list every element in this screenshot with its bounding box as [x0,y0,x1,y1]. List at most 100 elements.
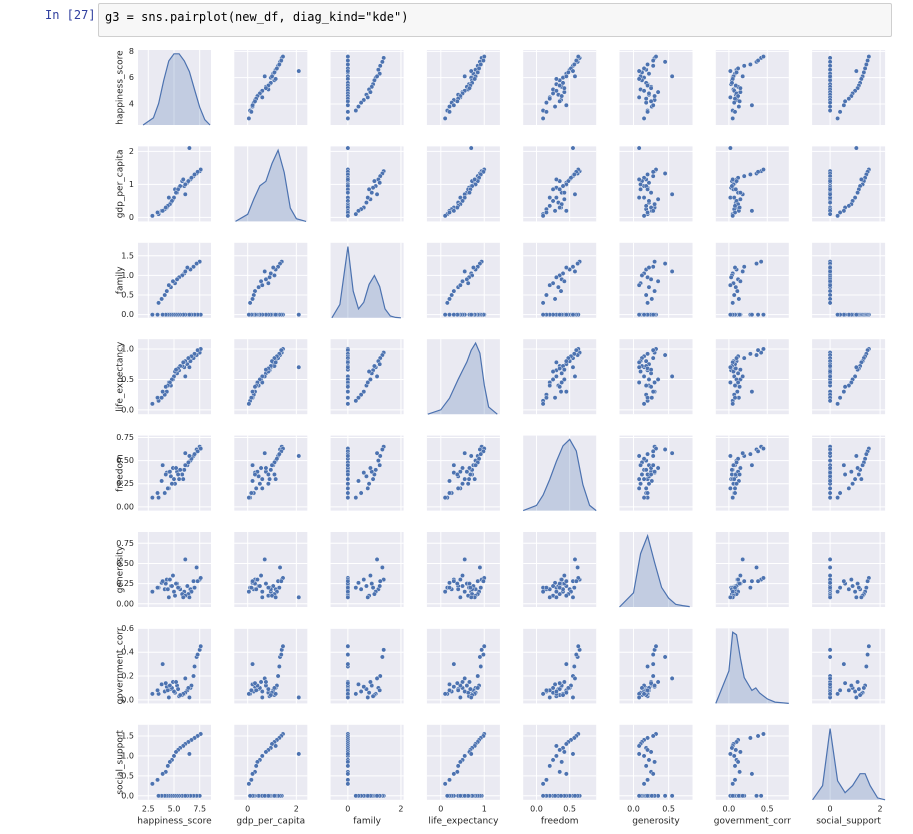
scatter-point [754,565,759,570]
y-tick-label: 0.0 [121,405,134,414]
scatter-point [553,359,559,365]
scatter-point [262,557,268,562]
scatter-point [369,190,375,196]
scatter-point [155,777,160,783]
code-text[interactable]: g3 = sns.pairplot(new_df, diag_kind="kde… [105,10,409,24]
scatter-point [278,347,284,353]
scatter-point [263,465,269,471]
scatter-point [848,469,854,475]
scatter-point [755,58,761,63]
scatter-point [728,485,733,491]
scatter-point [641,213,647,219]
scatter-point [646,481,652,487]
scatter-point [365,695,371,700]
scatter-point [467,686,473,692]
scatter-point [457,759,463,765]
scatter-point [270,265,276,270]
scatter-point [265,481,271,487]
scatter-point [731,476,737,482]
panel-background [426,724,500,800]
scatter-point [259,476,265,482]
scatter-point [184,583,190,589]
scatter-point [641,195,647,201]
x-axis-label: freedom [541,816,579,826]
scatter-point [561,573,567,578]
scatter-point [468,68,474,74]
scatter-point [749,312,755,318]
scatter-point [275,673,281,679]
scatter-point [544,100,549,106]
y-tick-label: 0.25 [116,579,134,588]
scatter-point [553,195,559,201]
y-axis-label: freedom [116,454,126,492]
scatter-point [842,384,848,390]
scatter-point [365,380,371,385]
scatter-point [195,448,201,454]
scatter-point [366,481,372,487]
scatter-point [377,361,383,367]
scatter-point [648,85,654,91]
scatter-point [735,66,741,71]
scatter-point [761,731,766,737]
scatter-point [641,116,647,121]
scatter-point [736,296,742,302]
scatter-point [356,580,361,586]
scatter-point [863,62,869,67]
panel-background [523,339,597,415]
scatter-point [361,577,367,582]
x-tick-label: 0.0 [530,804,543,813]
scatter-point [728,364,733,370]
scatter-point [149,213,155,219]
scatter-point [296,594,302,600]
scatter-point [649,793,655,799]
scatter-point [447,109,452,115]
scatter-point [462,476,468,482]
scatter-point [451,684,457,690]
scatter-point [175,686,181,692]
code-cell[interactable]: g3 = sns.pairplot(new_df, diag_kind="kde… [98,3,892,37]
scatter-point [547,763,553,769]
scatter-point [540,300,546,306]
scatter-point [364,583,369,589]
scatter-point [269,462,275,468]
scatter-point [163,680,169,686]
scatter-point [563,73,569,79]
scatter-point [827,465,833,471]
scatter-point [553,177,559,182]
scatter-point [466,476,472,482]
scatter-point [572,191,578,197]
scatter-point [755,169,761,175]
scatter-point [550,369,556,374]
panel-background [234,435,308,511]
scatter-point [827,654,833,660]
scatter-point [645,395,650,401]
scatter-point [730,781,736,787]
scatter-point [636,68,642,74]
scatter-point [247,300,253,306]
scatter-point [250,296,255,302]
scatter-point [173,190,179,196]
scatter-point [735,759,741,765]
scatter-point [381,647,387,653]
scatter-point [557,384,563,390]
scatter-point [250,578,255,584]
panel-background [812,242,886,318]
scatter-point [645,664,650,669]
scatter-point [273,359,279,365]
scatter-point [252,384,258,390]
scatter-point [447,312,452,318]
x-axis-label: life_expectancy [428,816,499,826]
scatter-point [377,180,383,186]
scatter-point [837,687,843,693]
scatter-point [156,300,161,306]
scatter-point [364,200,369,205]
scatter-point [462,195,468,201]
scatter-point [167,577,173,582]
scatter-point [572,676,578,681]
scatter-point [669,676,675,681]
scatter-point [650,652,656,657]
scatter-point [553,589,559,595]
scatter-point [274,66,280,71]
scatter-point [858,76,864,82]
scatter-point [259,589,265,595]
